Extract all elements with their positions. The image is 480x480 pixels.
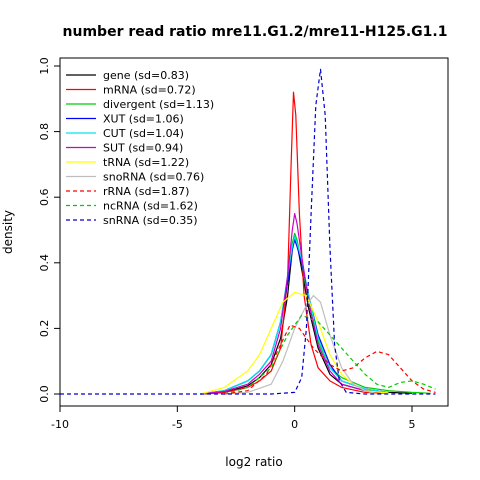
series-line xyxy=(200,239,389,395)
legend-label: SUT (sd=0.94) xyxy=(103,142,183,155)
legend-label: gene (sd=0.83) xyxy=(103,69,189,82)
series-layer xyxy=(60,68,436,395)
series-line xyxy=(224,324,436,395)
legend-label: snoRNA (sd=0.76) xyxy=(103,171,204,184)
x-tick-label: -10 xyxy=(51,418,69,431)
x-axis-label: log2 ratio xyxy=(225,455,282,469)
series-line xyxy=(200,291,389,395)
axis-layer: -10 -5 0 5 0.0 0.2 0.4 0.6 0.8 1.0 xyxy=(38,57,416,431)
series-line xyxy=(200,236,389,395)
series-line xyxy=(200,213,389,395)
y-tick-label: 0.4 xyxy=(38,254,51,272)
chart-title: number read ratio mre11.G1.2/mre11-H125.… xyxy=(63,24,448,40)
legend-label: XUT (sd=1.06) xyxy=(103,113,184,126)
y-tick-label: 0.6 xyxy=(38,188,51,206)
y-axis-label: density xyxy=(1,210,15,254)
legend-label: mRNA (sd=0.72) xyxy=(103,84,196,97)
series-line xyxy=(60,68,436,395)
series-line xyxy=(224,314,436,395)
series-line xyxy=(200,232,431,395)
legend: gene (sd=0.83) mRNA (sd=0.72)divergent (s… xyxy=(66,69,214,227)
legend-label: divergent (sd=1.13) xyxy=(103,98,214,111)
series-line xyxy=(200,91,389,395)
y-tick-label: 1.0 xyxy=(38,57,51,75)
legend-label: tRNA (sd=1.22) xyxy=(103,156,189,169)
legend-label: ncRNA (sd=1.62) xyxy=(103,200,198,213)
series-line xyxy=(224,295,377,395)
legend-label: rRNA (sd=1.87) xyxy=(103,185,189,198)
x-tick-label: 0 xyxy=(291,418,298,431)
y-tick-label: 0.0 xyxy=(38,385,51,403)
legend-label: CUT (sd=1.04) xyxy=(103,127,184,140)
legend-label: snRNA (sd=0.35) xyxy=(103,214,198,227)
x-tick-label: -5 xyxy=(172,418,183,431)
y-tick-label: 0.8 xyxy=(38,123,51,141)
y-tick-label: 0.2 xyxy=(38,320,51,338)
x-tick-label: 5 xyxy=(409,418,416,431)
